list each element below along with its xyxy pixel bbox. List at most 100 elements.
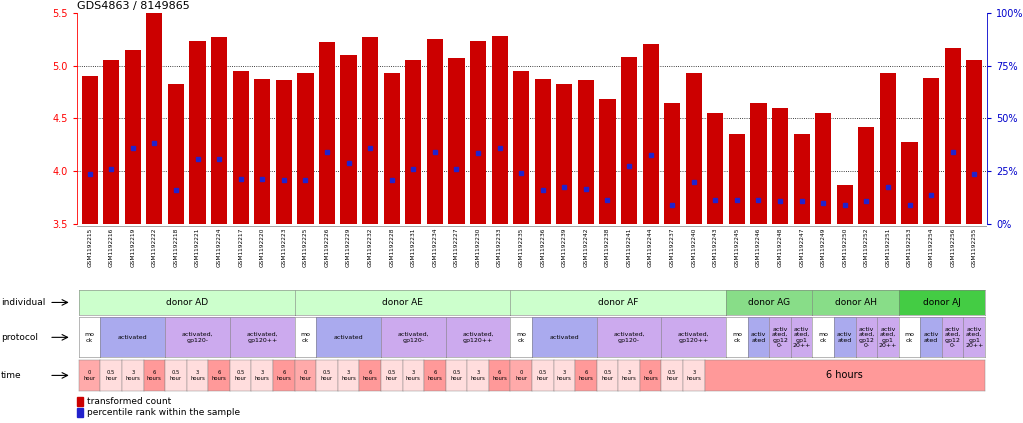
Bar	[146, 13, 163, 224]
Text: 0
hour: 0 hour	[300, 370, 311, 381]
Text: GSM1192220: GSM1192220	[260, 228, 265, 267]
Text: 3
hours: 3 hours	[557, 370, 572, 381]
Bar	[815, 113, 832, 224]
Text: 0.5
hour: 0.5 hour	[450, 370, 462, 381]
Text: activated,
gp120++: activated, gp120++	[462, 332, 494, 343]
Text: 0.5
hour: 0.5 hour	[666, 370, 678, 381]
Bar	[82, 76, 98, 224]
Bar	[535, 80, 550, 224]
Text: GSM1192228: GSM1192228	[389, 228, 394, 267]
Text: donor AH: donor AH	[835, 298, 877, 307]
Text: 0
hour: 0 hour	[84, 370, 96, 381]
Bar	[341, 55, 357, 224]
Bar	[319, 42, 336, 224]
Text: GSM1192233: GSM1192233	[497, 228, 502, 267]
Bar	[103, 60, 120, 224]
Text: GSM1192229: GSM1192229	[346, 228, 351, 267]
Text: 3
hours: 3 hours	[471, 370, 486, 381]
Text: activated,
gp120++: activated, gp120++	[247, 332, 278, 343]
Text: 0.5
hour: 0.5 hour	[170, 370, 182, 381]
Bar	[685, 73, 702, 224]
Text: GSM1192236: GSM1192236	[540, 228, 545, 267]
Bar	[77, 408, 83, 417]
Text: time: time	[1, 371, 21, 380]
Text: activated: activated	[333, 335, 363, 340]
Text: GSM1192231: GSM1192231	[411, 228, 415, 267]
Text: activ
ated,
gp1
20++: activ ated, gp1 20++	[879, 327, 897, 348]
Bar	[599, 99, 616, 224]
Text: activ
ated: activ ated	[751, 332, 766, 343]
Text: GSM1192240: GSM1192240	[692, 228, 697, 267]
Text: 3
hours: 3 hours	[406, 370, 420, 381]
Text: GSM1192237: GSM1192237	[670, 228, 675, 267]
Bar	[751, 102, 766, 224]
Text: GSM1192215: GSM1192215	[87, 228, 92, 267]
Text: GSM1192230: GSM1192230	[476, 228, 481, 267]
Text: 6
hours: 6 hours	[492, 370, 507, 381]
Text: 6
hours: 6 hours	[276, 370, 292, 381]
Bar	[470, 41, 486, 224]
Text: activ
ated,
gp12
0-: activ ated, gp12 0-	[944, 327, 961, 348]
Text: 0.5
hour: 0.5 hour	[386, 370, 398, 381]
Text: GSM1192216: GSM1192216	[108, 228, 114, 267]
Text: GSM1192241: GSM1192241	[626, 228, 631, 267]
Text: 6
hours: 6 hours	[363, 370, 377, 381]
Text: 0.5
hour: 0.5 hour	[602, 370, 614, 381]
Text: mo
ck: mo ck	[517, 332, 526, 343]
Text: GSM1192253: GSM1192253	[907, 228, 913, 267]
Text: 3
hours: 3 hours	[686, 370, 701, 381]
Bar	[772, 108, 788, 224]
Text: GSM1192224: GSM1192224	[217, 228, 222, 267]
Text: 0.5
hour: 0.5 hour	[537, 370, 548, 381]
Text: GSM1192246: GSM1192246	[756, 228, 761, 267]
Text: 6 hours: 6 hours	[827, 371, 863, 380]
Text: GSM1192227: GSM1192227	[454, 228, 459, 267]
Text: percentile rank within the sample: percentile rank within the sample	[87, 408, 239, 417]
Bar	[298, 73, 313, 224]
Text: activ
ated: activ ated	[924, 332, 939, 343]
Text: GSM1192217: GSM1192217	[238, 228, 243, 267]
Text: donor AG: donor AG	[748, 298, 791, 307]
Bar	[728, 135, 745, 224]
Text: GSM1192238: GSM1192238	[605, 228, 610, 267]
Text: 0
hour: 0 hour	[516, 370, 527, 381]
Text: activated: activated	[549, 335, 579, 340]
Text: GSM1192235: GSM1192235	[519, 228, 524, 267]
Text: GSM1192254: GSM1192254	[929, 228, 934, 267]
Bar	[362, 37, 379, 224]
Text: GSM1192256: GSM1192256	[950, 228, 955, 267]
Text: GSM1192219: GSM1192219	[130, 228, 135, 267]
Text: 3
hours: 3 hours	[341, 370, 356, 381]
Text: GSM1192248: GSM1192248	[777, 228, 783, 267]
Text: activ
ated,
gp12
0-: activ ated, gp12 0-	[772, 327, 788, 348]
Bar	[232, 71, 249, 224]
Text: 3
hours: 3 hours	[622, 370, 636, 381]
Text: activated,
gp120-: activated, gp120-	[182, 332, 214, 343]
Text: GSM1192249: GSM1192249	[820, 228, 826, 267]
Bar	[405, 60, 421, 224]
Text: 3
hours: 3 hours	[255, 370, 270, 381]
Bar	[491, 36, 507, 224]
Text: GSM1192243: GSM1192243	[713, 228, 718, 267]
Text: GSM1192225: GSM1192225	[303, 228, 308, 267]
Bar	[557, 84, 573, 224]
Text: activated,
gp120++: activated, gp120++	[678, 332, 710, 343]
Text: 6
hours: 6 hours	[212, 370, 226, 381]
Text: donor AJ: donor AJ	[923, 298, 961, 307]
Bar	[168, 84, 184, 224]
Text: 0.5
hour: 0.5 hour	[234, 370, 247, 381]
Text: GSM1192247: GSM1192247	[799, 228, 804, 267]
Text: 6
hours: 6 hours	[428, 370, 442, 381]
Text: mo
ck: mo ck	[301, 332, 310, 343]
Text: mo
ck: mo ck	[731, 332, 742, 343]
Text: activated,
gp120-: activated, gp120-	[398, 332, 429, 343]
Bar	[276, 80, 292, 224]
Text: GSM1192221: GSM1192221	[195, 228, 201, 267]
Bar	[707, 113, 723, 224]
Text: GDS4863 / 8149865: GDS4863 / 8149865	[77, 0, 189, 11]
Text: 0.5
hour: 0.5 hour	[105, 370, 118, 381]
Bar	[77, 397, 83, 406]
Text: donor AE: donor AE	[382, 298, 422, 307]
Text: 6
hours: 6 hours	[578, 370, 593, 381]
Text: donor AD: donor AD	[166, 298, 208, 307]
